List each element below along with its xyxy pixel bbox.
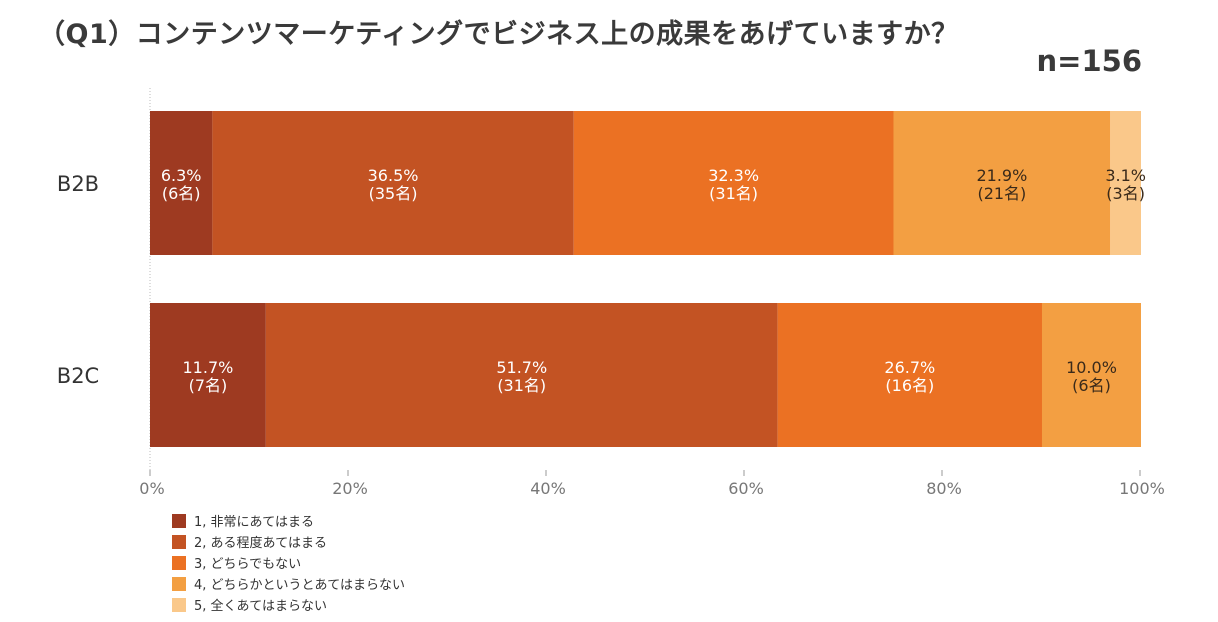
legend-item: 4, どちらかというとあてはまらない bbox=[172, 573, 405, 594]
bar-segment bbox=[265, 303, 778, 447]
data-label: 26.7% bbox=[884, 358, 935, 377]
legend-swatch bbox=[172, 534, 186, 549]
x-tick-label: 80% bbox=[926, 479, 962, 498]
data-label-count: (31名) bbox=[709, 184, 758, 203]
data-label-count: (31名) bbox=[497, 376, 546, 395]
x-tick-label: 100% bbox=[1119, 479, 1165, 498]
data-label-count: (3名) bbox=[1106, 184, 1145, 203]
data-label: 21.9% bbox=[976, 166, 1027, 185]
data-label: 51.7% bbox=[496, 358, 547, 377]
legend-label: 4, どちらかというとあてはまらない bbox=[194, 578, 406, 593]
bar-segment bbox=[1041, 303, 1141, 447]
x-tick-label: 0% bbox=[139, 479, 164, 498]
legend: 1, 非常にあてはまる 2, ある程度あてはまる 3, どちらでもない 4, どちらか… bbox=[172, 510, 405, 615]
legend-swatch bbox=[172, 597, 186, 612]
legend-label: 5, 全くあてはまらない bbox=[194, 599, 328, 614]
data-label-count: (21名) bbox=[977, 184, 1026, 203]
bar-segment bbox=[150, 111, 213, 255]
legend-item: 3, どちらでもない bbox=[172, 552, 405, 573]
stacked-bar-chart: B2BB2C6.3%(6名)36.5%(35名)32.3%(31名)21.9%(… bbox=[57, 88, 1165, 498]
sample-size: n=156 bbox=[1036, 44, 1142, 78]
chart-title: （Q1）コンテンツマーケティングでビジネス上の成果をあげていますか？ bbox=[38, 19, 959, 50]
data-label: 32.3% bbox=[708, 166, 759, 185]
data-label: 3.1% bbox=[1105, 166, 1146, 185]
legend-item: 5, 全くあてはまらない bbox=[172, 594, 405, 615]
category-label: B2C bbox=[57, 364, 99, 388]
bar-segment bbox=[893, 111, 1111, 255]
legend-label: 3, どちらでもない bbox=[194, 557, 302, 572]
category-label: B2B bbox=[57, 172, 99, 196]
bar-segment bbox=[1110, 111, 1141, 255]
data-label: 36.5% bbox=[368, 166, 419, 185]
data-label: 11.7% bbox=[183, 358, 234, 377]
data-label-count: (6名) bbox=[162, 184, 201, 203]
data-label: 6.3% bbox=[161, 166, 202, 185]
bar-segment bbox=[212, 111, 574, 255]
bar-segment bbox=[573, 111, 894, 255]
data-label-count: (16名) bbox=[885, 376, 934, 395]
x-tick-label: 60% bbox=[728, 479, 764, 498]
x-tick-label: 20% bbox=[332, 479, 368, 498]
data-label-count: (6名) bbox=[1072, 376, 1111, 395]
legend-item: 1, 非常にあてはまる bbox=[172, 510, 405, 531]
data-label-count: (7名) bbox=[189, 376, 228, 395]
legend-label: 1, 非常にあてはまる bbox=[194, 515, 315, 530]
data-label: 10.0% bbox=[1066, 358, 1117, 377]
legend-label: 2, ある程度あてはまる bbox=[194, 536, 328, 551]
legend-swatch bbox=[172, 576, 186, 591]
legend-item: 2, ある程度あてはまる bbox=[172, 531, 405, 552]
x-tick-label: 40% bbox=[530, 479, 566, 498]
legend-swatch bbox=[172, 513, 186, 528]
bar-segment bbox=[777, 303, 1042, 447]
legend-swatch bbox=[172, 555, 186, 570]
data-label-count: (35名) bbox=[369, 184, 418, 203]
bar-segment bbox=[150, 303, 266, 447]
